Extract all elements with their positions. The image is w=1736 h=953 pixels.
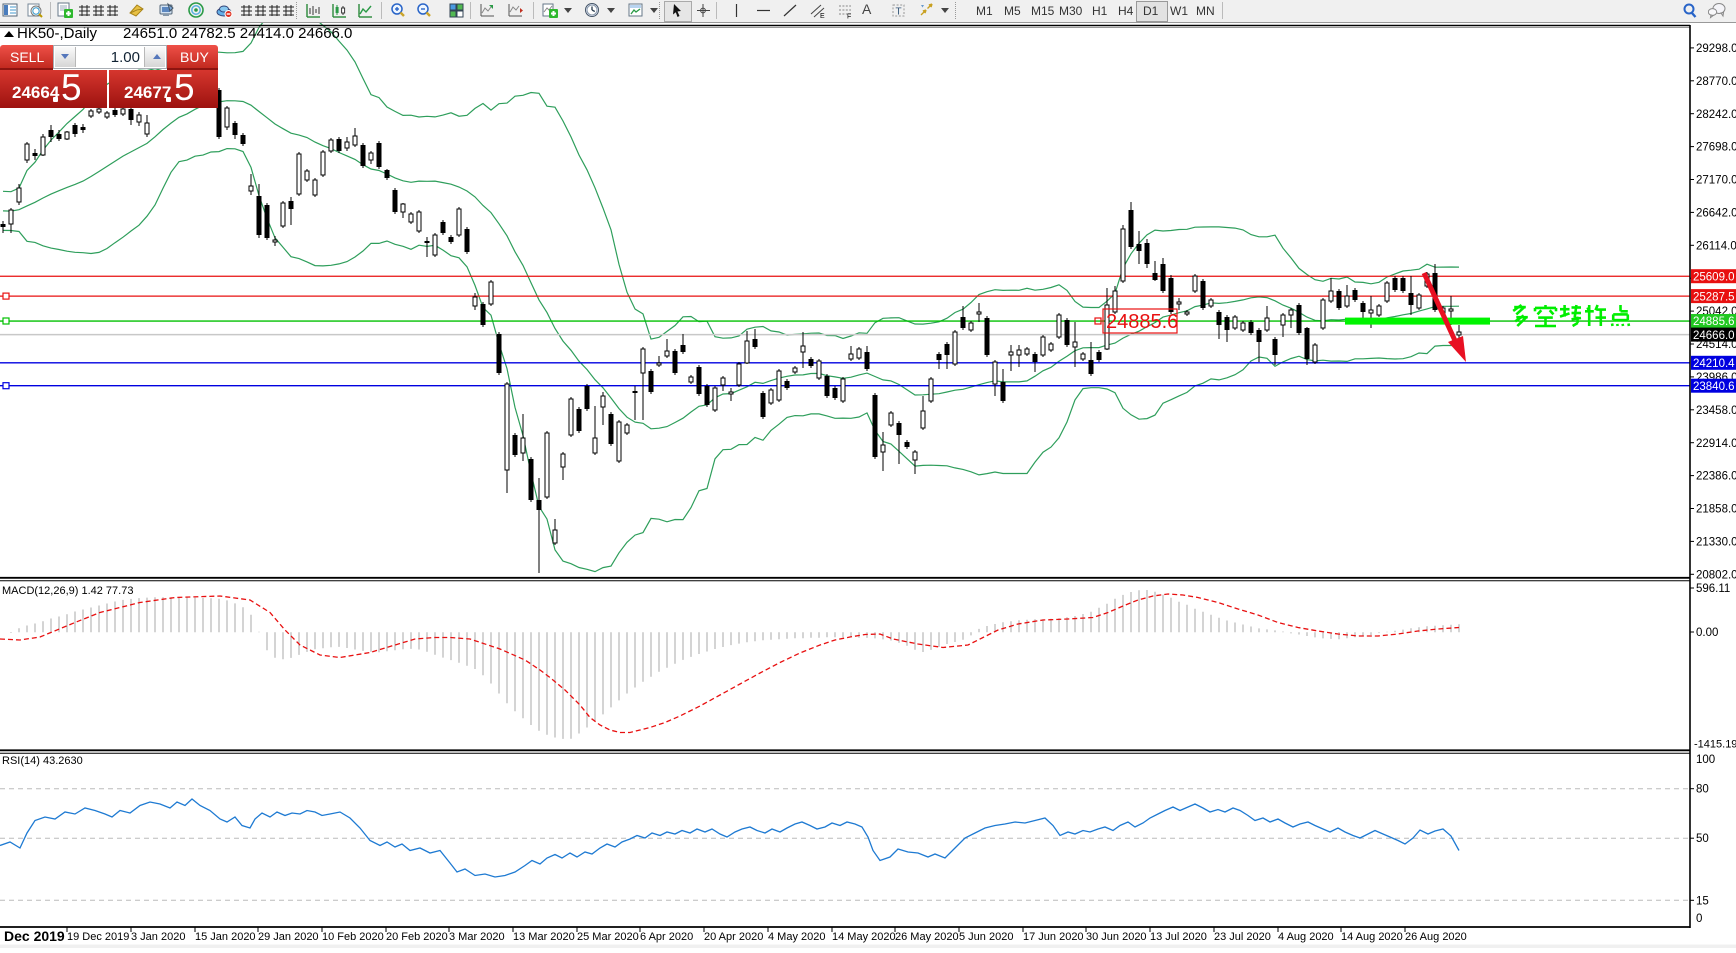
svg-text:24210.4: 24210.4 (1693, 358, 1735, 370)
svg-text:3 Jan 2020: 3 Jan 2020 (131, 931, 185, 943)
svg-text:E: E (820, 13, 825, 20)
svg-text:50: 50 (1696, 833, 1709, 845)
svg-text:3 Mar 2020: 3 Mar 2020 (449, 931, 505, 943)
svg-text:26 Aug 2020: 26 Aug 2020 (1405, 931, 1467, 943)
svg-text:21858.0: 21858.0 (1696, 504, 1736, 516)
svg-text:20 Apr 2020: 20 Apr 2020 (704, 931, 763, 943)
svg-text:23840.6: 23840.6 (1693, 381, 1735, 393)
svg-text:19 Dec 2019: 19 Dec 2019 (67, 931, 129, 943)
svg-text:6 Apr 2020: 6 Apr 2020 (640, 931, 693, 943)
svg-text:22386.0: 22386.0 (1696, 471, 1736, 483)
svg-text:MACD(12,26,9) 1.42 77.73: MACD(12,26,9) 1.42 77.73 (2, 585, 133, 597)
svg-text:0.00: 0.00 (1696, 627, 1718, 639)
svg-text:5 Jun 2020: 5 Jun 2020 (959, 931, 1013, 943)
svg-text:28770.0: 28770.0 (1696, 76, 1736, 88)
svg-text:T: T (896, 7, 902, 18)
svg-text:27698.0: 27698.0 (1696, 142, 1736, 154)
svg-text:25 Mar 2020: 25 Mar 2020 (577, 931, 639, 943)
svg-text:80: 80 (1696, 784, 1709, 796)
svg-text:27170.0: 27170.0 (1696, 175, 1736, 187)
svg-text:25287.5: 25287.5 (1693, 291, 1735, 303)
svg-text:17 Jun 2020: 17 Jun 2020 (1023, 931, 1084, 943)
svg-text:4 May 2020: 4 May 2020 (768, 931, 825, 943)
svg-text:20 Feb 2020: 20 Feb 2020 (386, 931, 448, 943)
svg-text:14 May 2020: 14 May 2020 (832, 931, 896, 943)
svg-text:23458.0: 23458.0 (1696, 405, 1736, 417)
svg-text:F: F (847, 14, 851, 21)
svg-text:15 Jan 2020: 15 Jan 2020 (195, 931, 256, 943)
svg-text:100: 100 (1696, 754, 1715, 766)
svg-text:24666.0: 24666.0 (1693, 330, 1735, 342)
svg-text:Dec 2019: Dec 2019 (4, 928, 65, 944)
svg-text:13 Jul 2020: 13 Jul 2020 (1150, 931, 1207, 943)
svg-text:4 Aug 2020: 4 Aug 2020 (1278, 931, 1334, 943)
svg-text:23 Jul 2020: 23 Jul 2020 (1214, 931, 1271, 943)
svg-text:20802.0: 20802.0 (1696, 569, 1736, 581)
svg-text:21330.0: 21330.0 (1696, 537, 1736, 549)
svg-text:26114.0: 26114.0 (1696, 240, 1736, 252)
svg-text:26 May 2020: 26 May 2020 (895, 931, 959, 943)
svg-text:25609.0: 25609.0 (1693, 271, 1735, 283)
svg-text:29298.0: 29298.0 (1696, 43, 1736, 55)
svg-text:29 Jan 2020: 29 Jan 2020 (258, 931, 319, 943)
svg-text:22914.0: 22914.0 (1696, 438, 1736, 450)
svg-text:14 Aug 2020: 14 Aug 2020 (1341, 931, 1403, 943)
svg-text:28242.0: 28242.0 (1696, 109, 1736, 121)
svg-text:15: 15 (1696, 895, 1709, 907)
svg-text:24885.6: 24885.6 (1106, 311, 1178, 333)
svg-text:30 Jun 2020: 30 Jun 2020 (1086, 931, 1147, 943)
svg-text:596.11: 596.11 (1696, 583, 1730, 595)
svg-text:RSI(14) 43.2630: RSI(14) 43.2630 (2, 755, 83, 767)
svg-text:-1415.19: -1415.19 (1694, 739, 1736, 751)
svg-text:10 Feb 2020: 10 Feb 2020 (322, 931, 384, 943)
svg-text:13 Mar 2020: 13 Mar 2020 (513, 931, 575, 943)
svg-text:0: 0 (1696, 913, 1702, 925)
svg-text:26642.0: 26642.0 (1696, 208, 1736, 220)
svg-text:24885.6: 24885.6 (1693, 316, 1735, 328)
